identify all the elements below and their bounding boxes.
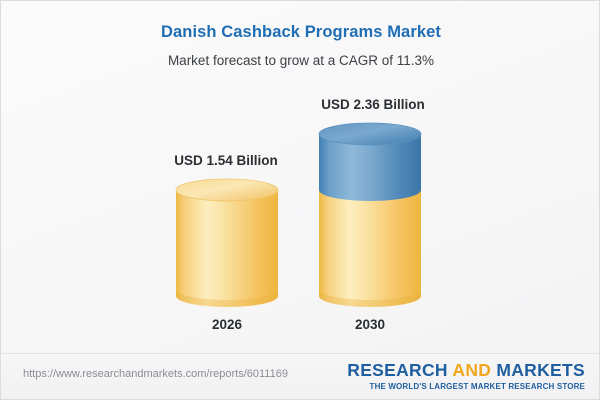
bar-cylinder-2026: [175, 178, 279, 307]
report-url[interactable]: https://www.researchandmarkets.com/repor…: [23, 368, 288, 380]
logo-tagline: THE WORLD'S LARGEST MARKET RESEARCH STOR…: [369, 381, 585, 391]
bar-value-label-2030: USD 2.36 Billion: [321, 97, 425, 112]
bar-cylinder-2030: [318, 122, 422, 307]
bar-category-label-2030: 2030: [354, 317, 386, 332]
brand-logo: RESEARCH AND MARKETS THE WORLD'S LARGEST…: [347, 360, 585, 391]
bar-category-label-2026: 2026: [211, 317, 243, 332]
plot-area: USD 1.54 Billion: [1, 1, 599, 353]
logo-word-and: AND: [452, 360, 492, 380]
logo-word-research: RESEARCH: [347, 360, 453, 380]
logo-wordmark: RESEARCH AND MARKETS: [347, 360, 585, 380]
page-title: Danish Cashback Programs Market: [160, 23, 442, 41]
chart-subtitle: Market forecast to grow at a CAGR of 11.…: [167, 53, 435, 68]
footer: https://www.researchandmarkets.com/repor…: [1, 353, 599, 399]
logo-word-markets: MARKETS: [491, 360, 585, 380]
bar-value-label-2026: USD 1.54 Billion: [174, 153, 278, 168]
